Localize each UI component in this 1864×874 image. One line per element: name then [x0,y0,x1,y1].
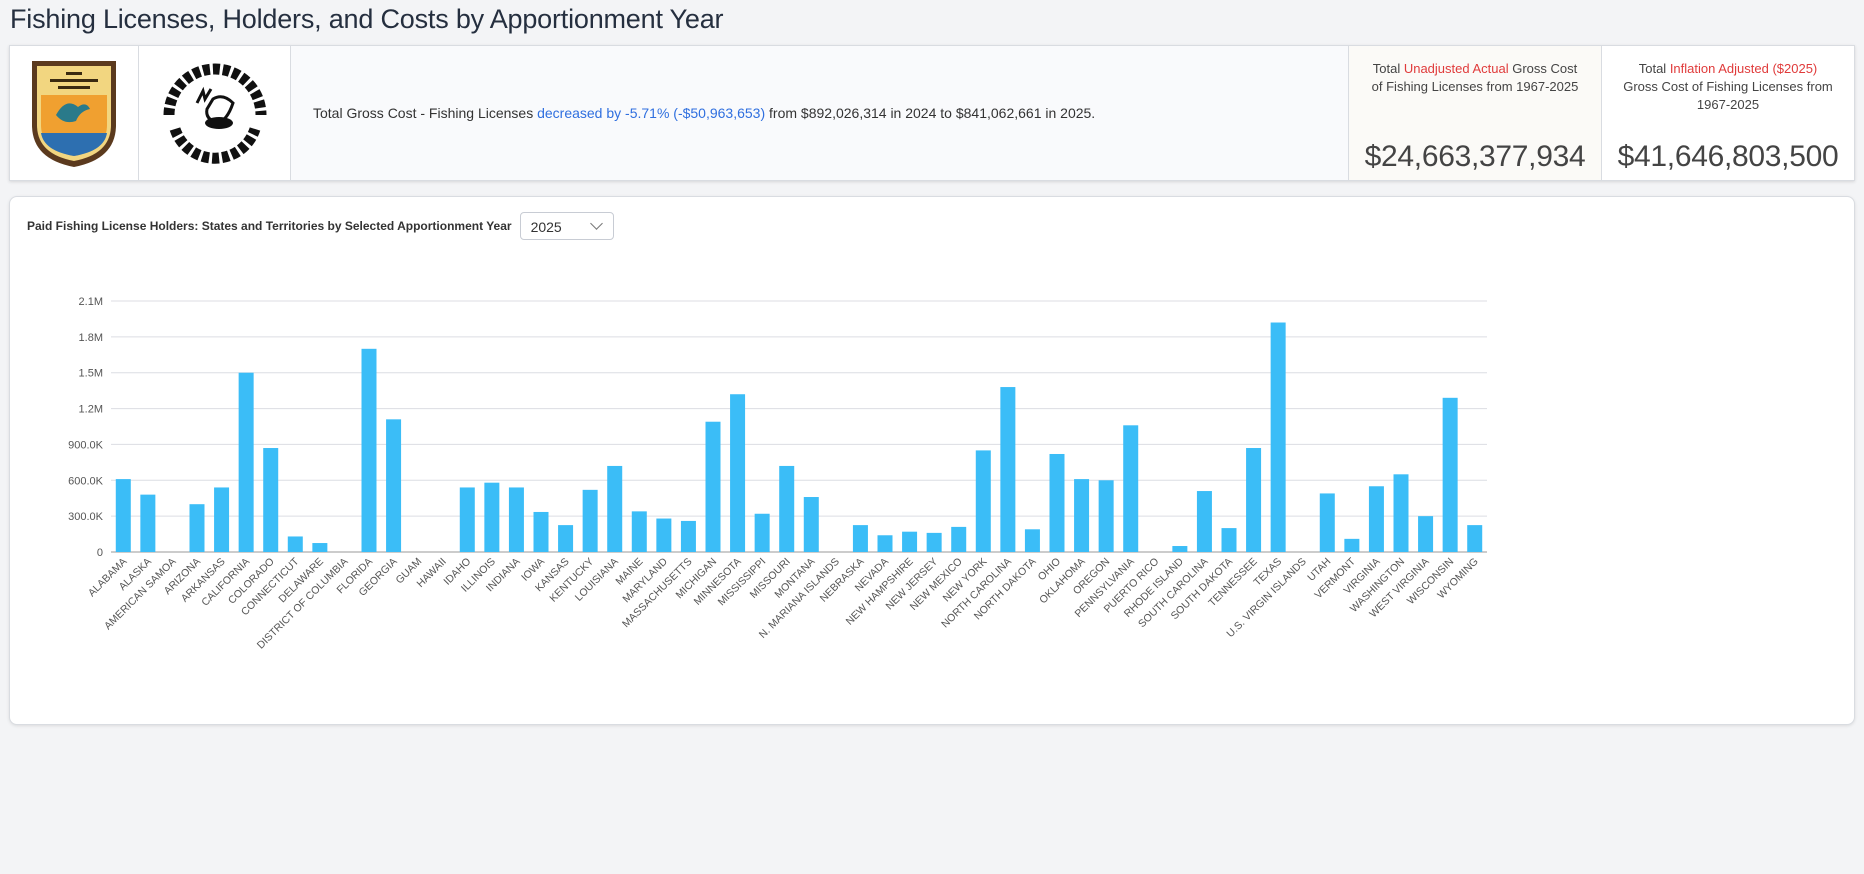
y-tick-label: 300.0K [68,511,104,523]
year-select[interactable]: 2025 [519,212,614,240]
page-title: Fishing Licenses, Holders, and Costs by … [10,4,724,34]
y-tick-label: 2.1M [79,296,103,308]
bar-chart: 0300.0K600.0K900.0K1.2M1.5M1.8M2.1MALABA… [68,296,1487,651]
bar[interactable] [951,526,967,552]
stat-label: Total Unadjusted Actual Gross Cost of Fi… [1371,61,1579,94]
bar[interactable] [361,348,377,552]
bar[interactable] [680,520,696,552]
bar[interactable] [238,372,254,552]
bar[interactable] [533,511,549,552]
wsfr-logo [139,46,291,180]
bar[interactable] [1270,322,1286,552]
bar[interactable] [631,511,647,552]
y-tick-label: 600.0K [68,475,104,487]
wsfr-emblem-icon [158,57,271,169]
bar[interactable] [1344,538,1360,552]
stat-value: $41,646,803,500 [1617,140,1839,173]
bar[interactable] [803,497,819,552]
bar[interactable] [1098,480,1114,552]
bar[interactable] [459,487,475,552]
bar[interactable] [730,394,746,552]
stat-label: Total Inflation Adjusted ($2025) Gross C… [1623,61,1833,112]
bar[interactable] [1246,448,1262,552]
bar[interactable] [1000,387,1016,552]
bar[interactable] [508,487,524,552]
bar[interactable] [1393,474,1409,552]
bar[interactable] [263,448,279,552]
inflation-adjusted-total-card: Total Inflation Adjusted ($2025) Gross C… [1601,46,1854,180]
y-tick-label: 900.0K [68,439,104,451]
bar[interactable] [1074,479,1090,552]
bar[interactable] [779,465,795,552]
change-highlight: decreased by -5.71% (-$50,963,653) [537,105,766,121]
bar[interactable] [1172,546,1188,552]
bar[interactable] [312,543,328,552]
bar[interactable] [1319,493,1335,552]
bar[interactable] [877,535,893,552]
bar[interactable] [1196,491,1212,552]
bar[interactable] [484,482,500,552]
bar[interactable] [582,489,598,552]
bar[interactable] [1024,529,1040,552]
y-tick-label: 1.8M [79,332,103,344]
bar[interactable] [926,532,942,552]
fws-shield-icon [32,61,116,167]
bar[interactable] [1123,425,1139,552]
bar[interactable] [140,494,156,552]
bar[interactable] [607,465,623,552]
y-tick-label: 1.5M [79,368,103,380]
bar[interactable] [754,513,770,552]
chart-title: Paid Fishing License Holders: States and… [27,219,512,233]
bar[interactable] [287,536,303,552]
bar[interactable] [852,525,868,552]
y-tick-label: 1.2M [79,404,103,416]
bar[interactable] [558,525,574,552]
unadjusted-total-card: Total Unadjusted Actual Gross Cost of Fi… [1348,46,1601,180]
bar[interactable] [705,421,721,552]
bar[interactable] [1049,453,1065,552]
fws-logo [10,46,139,180]
chart-header: Paid Fishing License Holders: States and… [27,212,614,240]
chevron-down-icon [589,217,603,230]
bar[interactable] [1368,486,1384,552]
bar[interactable] [656,518,672,552]
summary-text: Total Gross Cost - Fishing Licenses decr… [291,46,1348,180]
bar[interactable] [1442,397,1458,552]
bar[interactable] [1221,528,1237,552]
bar[interactable] [214,487,230,552]
bar[interactable] [189,504,205,552]
y-tick-label: 0 [97,547,103,559]
bar[interactable] [386,419,402,552]
bar[interactable] [975,450,991,552]
bar[interactable] [1418,516,1434,552]
bar[interactable] [902,531,918,552]
bar[interactable] [115,479,131,552]
summary-banner: Total Gross Cost - Fishing Licenses decr… [9,45,1855,181]
chart-card: 0 300.0K 600.0K 900.0K 1.2M 1.5M 1.8M 2.1M ALABA… [9,196,1855,725]
bar[interactable] [1467,525,1483,552]
stat-value: $24,663,377,934 [1364,140,1586,173]
